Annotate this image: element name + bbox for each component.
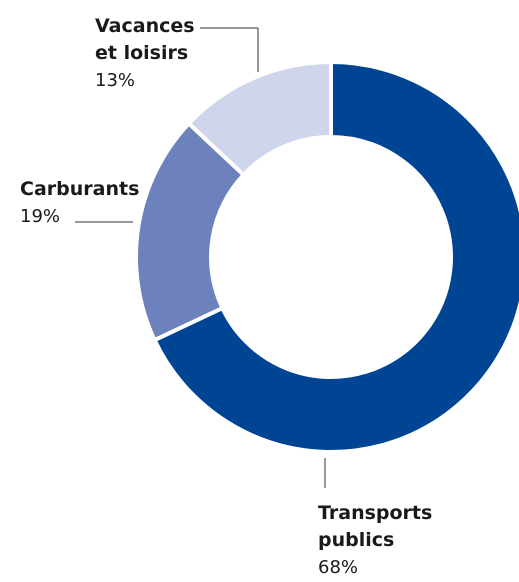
slices [134, 59, 519, 454]
value-label: 13% [95, 70, 136, 91]
value-label: 68% [318, 557, 359, 578]
label: Transports publics 68% [318, 500, 443, 581]
label: Carburants 19% [20, 176, 150, 230]
category-label: Carburants [20, 178, 140, 200]
value-label: 19% [20, 206, 61, 227]
slice [186, 59, 333, 178]
label: Vacances et loisirs 13% [95, 13, 205, 94]
slice [151, 59, 519, 454]
category-label: Transports publics [318, 502, 433, 551]
category-label: Vacances et loisirs [95, 15, 195, 64]
slice [134, 120, 247, 343]
